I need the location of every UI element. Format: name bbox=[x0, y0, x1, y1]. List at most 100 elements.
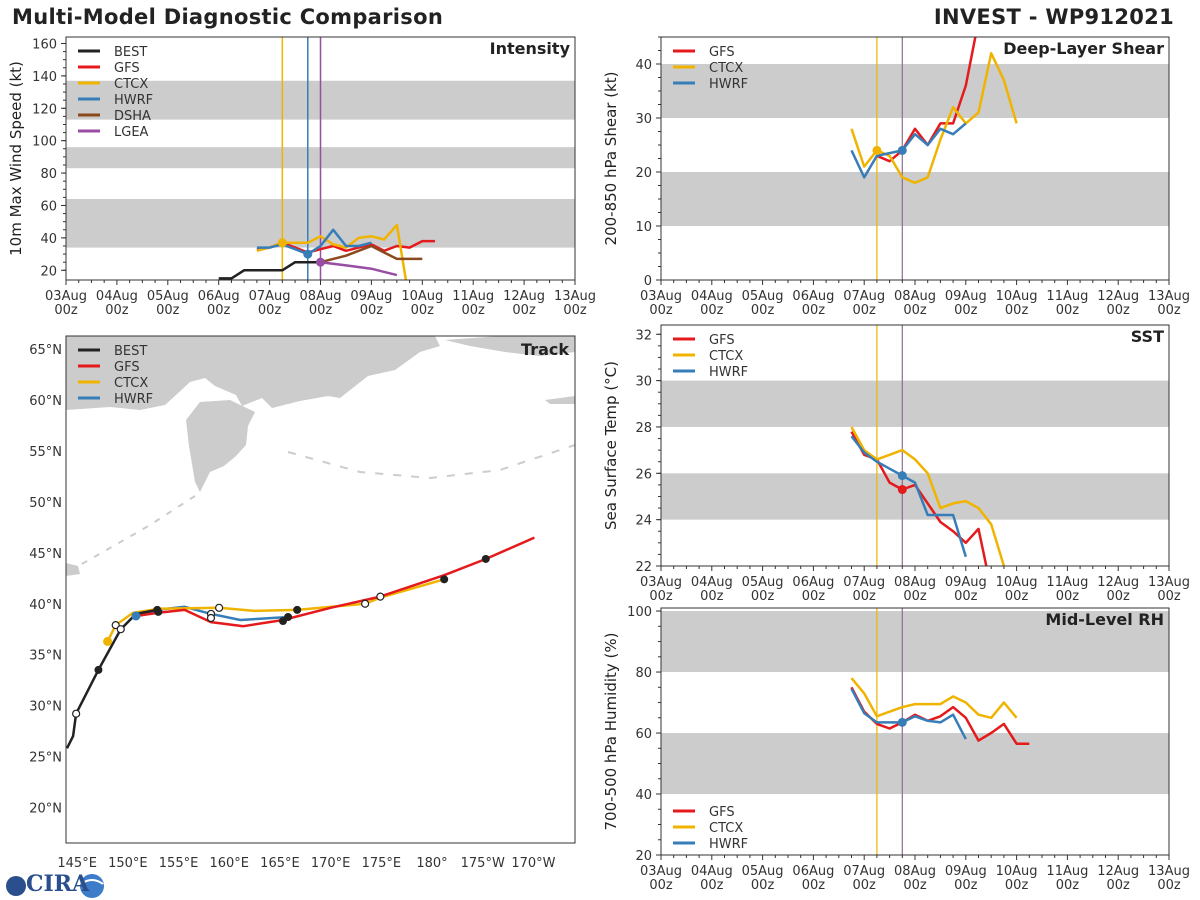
x-tick-label: 06Aug bbox=[792, 289, 834, 304]
x-tick-hour-label: 00z bbox=[156, 303, 180, 318]
shaded-band bbox=[661, 380, 1169, 427]
x-tick-hour-label: 00z bbox=[207, 303, 231, 318]
x-tick-hour-label: 00z bbox=[1056, 878, 1080, 893]
x-tick-label: 03Aug bbox=[640, 575, 682, 590]
lat-tick-label: 45°N bbox=[29, 547, 62, 562]
series-line-hwrf bbox=[850, 688, 967, 740]
y-axis-label: Sea Surface Temp (°C) bbox=[602, 361, 620, 530]
x-tick-label: 04Aug bbox=[96, 289, 138, 304]
x-tick-label: 11Aug bbox=[1046, 575, 1088, 590]
land-hokkaido bbox=[66, 563, 80, 576]
marker-hwrf bbox=[897, 471, 907, 481]
kuril-islands bbox=[79, 495, 196, 566]
y-tick-label: 30 bbox=[635, 112, 652, 127]
lat-tick-label: 60°N bbox=[29, 394, 62, 409]
panel-title: Mid-Level RH bbox=[1045, 610, 1164, 629]
legend-label-ctcx: CTCX bbox=[709, 61, 743, 76]
x-tick-hour-label: 00z bbox=[1157, 589, 1181, 604]
track-marker-12z bbox=[116, 625, 125, 634]
x-tick-label: 04Aug bbox=[691, 864, 733, 879]
panel-title: Track bbox=[521, 340, 569, 359]
x-tick-label: 10Aug bbox=[996, 864, 1038, 879]
track-line-gfs bbox=[135, 536, 535, 628]
lon-tick-label: 145°E bbox=[57, 856, 97, 871]
x-tick-label: 06Aug bbox=[792, 575, 834, 590]
x-tick-label: 06Aug bbox=[198, 289, 240, 304]
x-tick-label: 05Aug bbox=[742, 575, 784, 590]
track-marker-12z bbox=[206, 613, 216, 623]
x-tick-hour-label: 00z bbox=[1056, 303, 1080, 318]
track-marker-00z bbox=[154, 607, 163, 616]
series-line-hwrf bbox=[256, 228, 372, 256]
x-tick-label: 05Aug bbox=[742, 864, 784, 879]
x-tick-label: 04Aug bbox=[691, 575, 733, 590]
x-tick-label: 03Aug bbox=[45, 289, 87, 304]
legend-label-dsha: DSHA bbox=[114, 109, 151, 124]
land-masses bbox=[66, 336, 575, 576]
x-tick-label: 10Aug bbox=[401, 289, 443, 304]
x-tick-hour-label: 00z bbox=[903, 878, 927, 893]
storm-name: INVEST - WP912021 bbox=[933, 5, 1174, 29]
legend-label-hwrf: HWRF bbox=[709, 77, 748, 92]
lat-tick-label: 50°N bbox=[29, 496, 62, 511]
x-tick-hour-label: 00z bbox=[954, 589, 978, 604]
panel-title: SST bbox=[1131, 327, 1164, 346]
lon-tick-label: 155°E bbox=[159, 856, 199, 871]
x-tick-hour-label: 00z bbox=[105, 303, 129, 318]
marker-ctcx bbox=[277, 238, 287, 248]
lon-tick-label: 170°E bbox=[311, 856, 351, 871]
y-tick-label: 160 bbox=[32, 37, 57, 52]
y-tick-label: 20 bbox=[635, 166, 652, 181]
x-tick-label: 12Aug bbox=[1097, 289, 1139, 304]
track-marker-00z bbox=[440, 575, 449, 584]
x-tick-hour-label: 00z bbox=[649, 878, 673, 893]
x-tick-label: 08Aug bbox=[894, 289, 936, 304]
y-tick-label: 20 bbox=[635, 849, 652, 864]
series-line-hwrf bbox=[850, 435, 967, 558]
lat-tick-label: 20°N bbox=[29, 801, 62, 816]
x-tick-hour-label: 00z bbox=[1056, 589, 1080, 604]
series-line-gfs bbox=[850, 686, 1030, 745]
x-tick-label: 08Aug bbox=[300, 289, 342, 304]
sst-panel: 03Aug00z04Aug00z05Aug00z06Aug00z07Aug00z… bbox=[602, 324, 1190, 604]
track-marker-12z bbox=[361, 599, 370, 608]
lon-tick-label: 165°E bbox=[260, 856, 300, 871]
y-axis-label: 10m Max Wind Speed (kt) bbox=[7, 61, 25, 256]
y-tick-label: 60 bbox=[635, 727, 652, 742]
series-line-ctcx bbox=[850, 677, 1018, 720]
x-tick-label: 12Aug bbox=[503, 289, 545, 304]
x-tick-label: 08Aug bbox=[894, 864, 936, 879]
y-tick-label: 40 bbox=[635, 788, 652, 803]
lat-tick-label: 65°N bbox=[29, 343, 62, 358]
land-alaska-peninsula bbox=[545, 396, 575, 404]
y-tick-label: 0 bbox=[644, 274, 652, 289]
plot-area bbox=[850, 37, 1018, 280]
x-tick-hour-label: 00z bbox=[1157, 303, 1181, 318]
y-tick-label: 30 bbox=[635, 375, 652, 390]
x-tick-hour-label: 00z bbox=[1157, 878, 1181, 893]
lon-tick-label: 160°E bbox=[209, 856, 249, 871]
rh-panel: 03Aug00z04Aug00z05Aug00z06Aug00z07Aug00z… bbox=[602, 605, 1190, 893]
x-tick-label: 12Aug bbox=[1097, 864, 1139, 879]
legend-label-gfs: GFS bbox=[709, 45, 735, 60]
legend-label-ctcx: CTCX bbox=[709, 821, 743, 836]
shaded-band bbox=[661, 172, 1169, 226]
y-tick-label: 26 bbox=[635, 467, 652, 482]
y-tick-label: 80 bbox=[40, 167, 57, 182]
x-tick-hour-label: 00z bbox=[1107, 878, 1131, 893]
x-tick-hour-label: 00z bbox=[802, 589, 826, 604]
land-kamchatka bbox=[186, 400, 255, 492]
x-tick-label: 13Aug bbox=[554, 289, 596, 304]
y-tick-label: 140 bbox=[32, 70, 57, 85]
track-panel: 145°E 150°E 155°E 160°E 165°E 170°E 175°E 180° 1… bbox=[29, 335, 576, 871]
shear-panel: 03Aug00z04Aug00z05Aug00z06Aug00z07Aug00z… bbox=[602, 36, 1190, 318]
x-tick-label: 07Aug bbox=[843, 575, 885, 590]
marker-gfs bbox=[897, 485, 907, 495]
x-tick-hour-label: 00z bbox=[411, 303, 435, 318]
x-tick-label: 13Aug bbox=[1148, 575, 1190, 590]
legend-label-hwrf: HWRF bbox=[114, 93, 153, 108]
x-tick-hour-label: 00z bbox=[1005, 878, 1029, 893]
legend-label-ctcx: CTCX bbox=[709, 349, 743, 364]
x-tick-label: 05Aug bbox=[147, 289, 189, 304]
intensity-panel: 03Aug00z04Aug00z05Aug00z06Aug00z07Aug00z… bbox=[7, 36, 596, 318]
